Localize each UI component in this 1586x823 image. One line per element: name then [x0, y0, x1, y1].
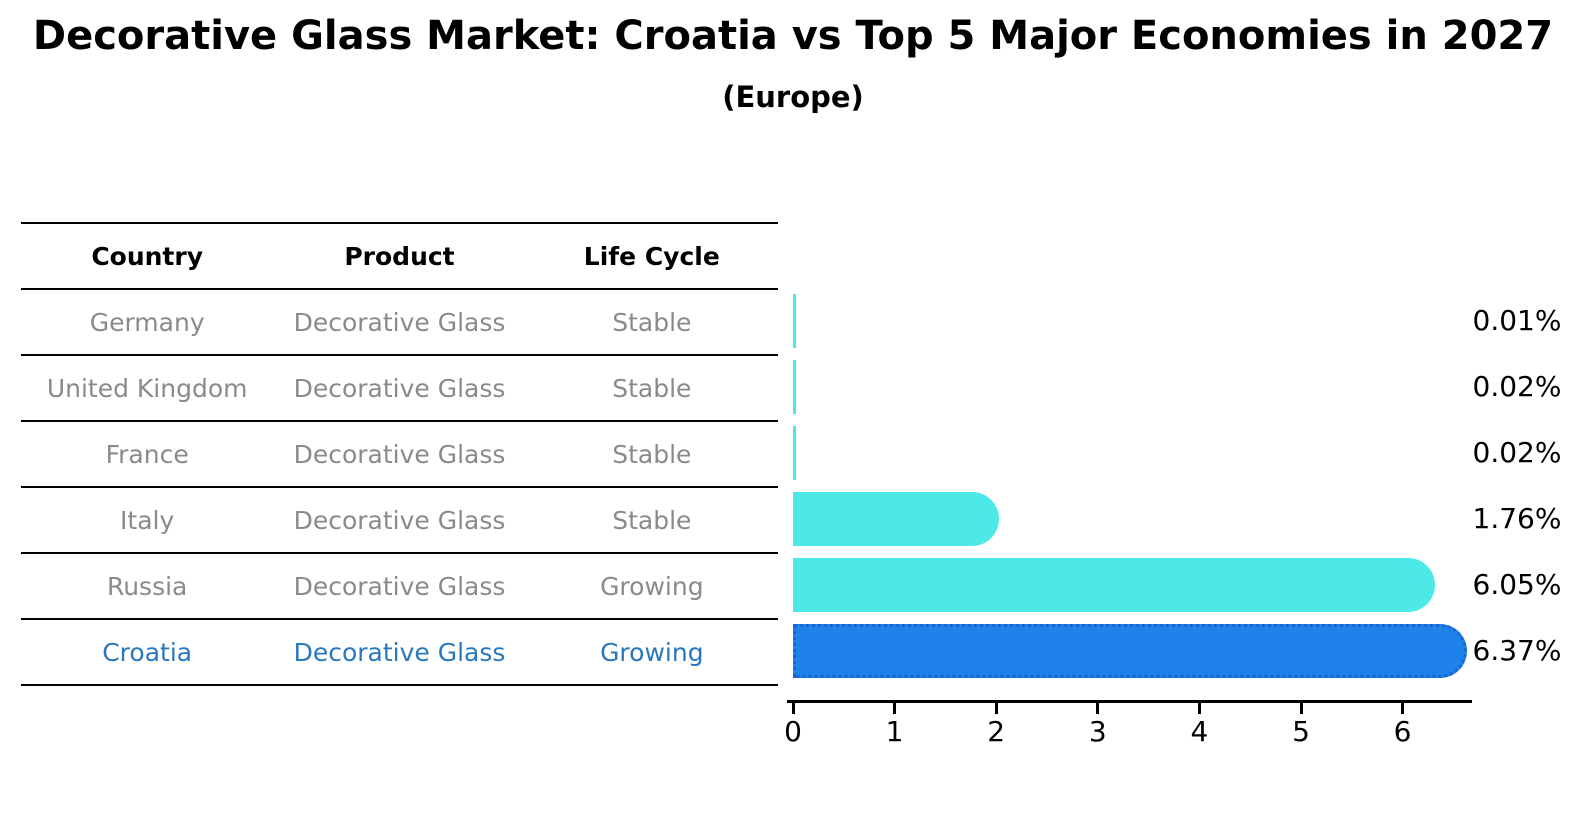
x-axis-tick-label: 2 — [987, 715, 1006, 748]
bar — [793, 426, 796, 480]
country-table: Country Product Life Cycle Germany Decora… — [21, 222, 778, 686]
x-axis-tick-label: 0 — [784, 715, 802, 748]
value-label: 6.37% — [1472, 634, 1562, 667]
cell-product: Decorative Glass — [293, 505, 506, 535]
cell-country: United Kingdom — [46, 373, 248, 403]
bar — [793, 492, 999, 546]
x-axis-tick — [994, 703, 998, 714]
cell-product: Decorative Glass — [293, 571, 506, 601]
cell-life-cycle: Stable — [612, 373, 692, 403]
cell-country: Russia — [106, 571, 188, 601]
x-axis-tick — [1197, 703, 1201, 714]
cell-life-cycle: Stable — [612, 505, 692, 535]
chart-title: Decorative Glass Market: Croatia vs Top … — [32, 13, 1554, 59]
bar — [793, 360, 796, 414]
x-axis-tick — [1401, 703, 1405, 714]
cell-product: Decorative Glass — [293, 439, 506, 469]
x-axis-tick — [893, 703, 897, 714]
value-label: 1.76% — [1472, 502, 1562, 535]
x-axis-tick — [1096, 703, 1100, 714]
table-row: Germany Decorative Glass Stable — [21, 288, 778, 354]
col-header-life-cycle: Life Cycle — [583, 241, 720, 271]
x-axis-tick-label: 6 — [1393, 715, 1412, 748]
chart-subtitle: (Europe) — [722, 80, 864, 114]
cell-country: France — [105, 439, 189, 469]
table-body: Germany Decorative Glass Stable United King… — [21, 288, 778, 684]
x-axis-tick-label: 4 — [1190, 715, 1209, 748]
table-row: Croatia Decorative Glass Growing — [21, 618, 778, 684]
value-label: 6.05% — [1472, 568, 1562, 601]
x-axis-tick — [791, 703, 795, 714]
table-row: Italy Decorative Glass Stable — [21, 486, 778, 552]
bar-highlight — [793, 624, 1467, 678]
cell-product: Decorative Glass — [293, 373, 506, 403]
bar — [793, 294, 796, 348]
cell-life-cycle: Growing — [600, 571, 704, 601]
value-label: 0.02% — [1472, 370, 1562, 403]
table-row: Russia Decorative Glass Growing — [21, 552, 778, 618]
x-axis-line — [787, 700, 1472, 703]
x-axis-tick-label: 5 — [1292, 715, 1310, 748]
cell-product: Decorative Glass — [293, 307, 506, 337]
col-header-product: Product — [344, 241, 455, 271]
table-row: United Kingdom Decorative Glass Stable — [21, 354, 778, 420]
cell-product: Decorative Glass — [293, 637, 506, 667]
cell-country: Croatia — [102, 637, 193, 667]
cell-country: Germany — [89, 307, 205, 337]
x-axis-tick-label: 1 — [885, 715, 904, 748]
bar — [793, 558, 1435, 612]
col-header-country: Country — [91, 241, 204, 271]
table-header-row: Country Product Life Cycle — [21, 224, 778, 288]
x-axis-tick-label: 3 — [1088, 715, 1107, 748]
value-label: 0.01% — [1472, 304, 1562, 337]
cell-life-cycle: Stable — [612, 307, 692, 337]
cell-life-cycle: Growing — [600, 637, 704, 667]
cell-life-cycle: Stable — [612, 439, 692, 469]
table-row: France Decorative Glass Stable — [21, 420, 778, 486]
x-axis-tick — [1299, 703, 1303, 714]
value-label: 0.02% — [1472, 436, 1562, 469]
cell-country: Italy — [120, 505, 175, 535]
